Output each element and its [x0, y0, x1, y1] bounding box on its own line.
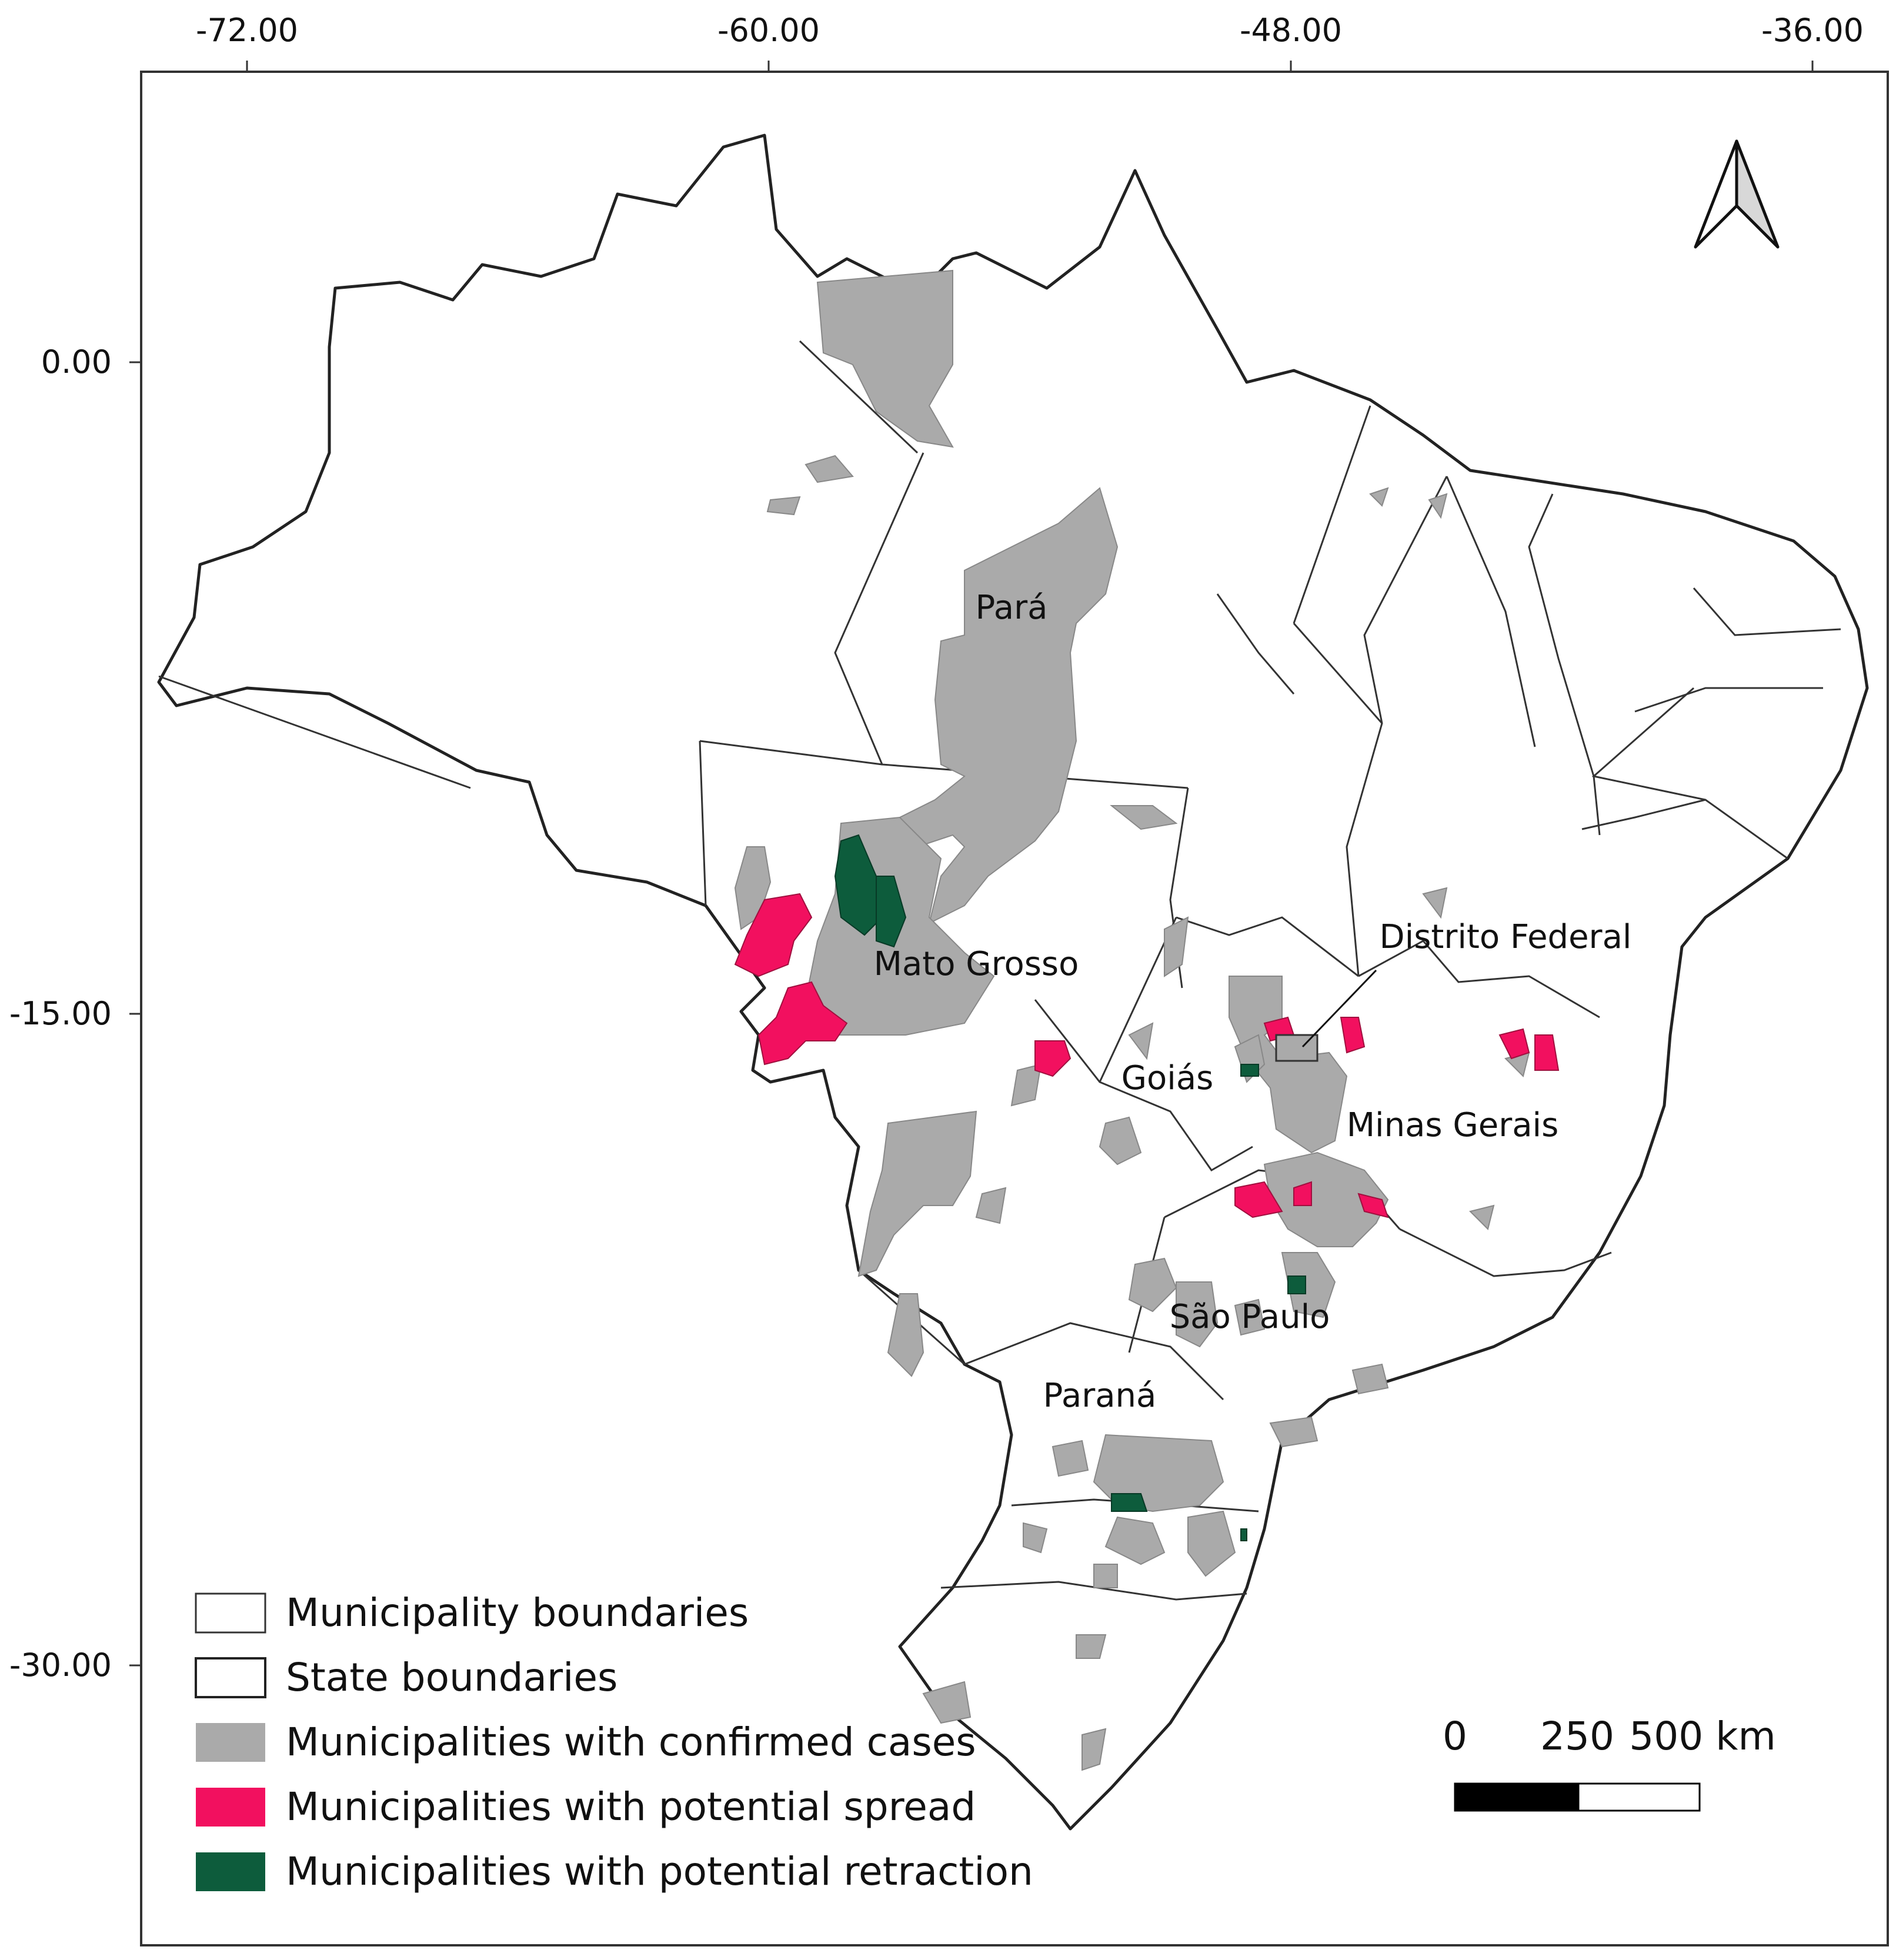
x-axis: [246, 61, 1814, 72]
legend-label: Municipality boundaries: [286, 1590, 749, 1635]
legend-label: Municipalities with potential spread: [286, 1784, 976, 1829]
y-tick-label: -30.00: [9, 1647, 112, 1684]
scale-bar-white: [1577, 1782, 1701, 1812]
x-tick-label: -36.00: [1761, 12, 1864, 49]
state-label-sao-paulo: São Paulo: [1170, 1298, 1330, 1336]
legend-swatch-municipality-boundaries: [195, 1592, 266, 1634]
state-label-distrito-federal: Distrito Federal: [1380, 918, 1632, 956]
brazil-outline: [157, 133, 1869, 1831]
state-label-goias: Goiás: [1121, 1059, 1214, 1097]
scale-bar: 0 250 500 km: [1443, 1714, 1776, 1812]
state-label-minas-gerais: Minas Gerais: [1347, 1106, 1559, 1144]
x-tick-label: -48.00: [1240, 12, 1342, 49]
y-tick-label: 0.00: [41, 343, 112, 380]
state-label-para: Pará: [976, 589, 1048, 627]
y-axis: [129, 361, 141, 1667]
scale-label-250: 250: [1540, 1714, 1614, 1759]
x-tick-label: -72.00: [196, 12, 298, 49]
state-boundaries: [158, 340, 1841, 1601]
legend-swatch-retraction: [196, 1852, 265, 1891]
y-tick-label: -15.00: [9, 995, 112, 1032]
legend-swatch-spread: [196, 1788, 265, 1827]
state-label-parana: Paraná: [1043, 1377, 1157, 1415]
scale-bar-black: [1454, 1782, 1580, 1812]
confirmed-cases-areas: [734, 269, 1530, 1771]
distrito-federal-leader: [1301, 969, 1377, 1048]
legend: Municipality boundaries State boundaries…: [195, 1590, 1033, 1894]
legend-label: Municipalities with potential retraction: [286, 1849, 1033, 1894]
legend-label: Municipalities with confirmed cases: [286, 1719, 976, 1765]
potential-retraction-areas: [834, 834, 1306, 1541]
x-tick-label: -60.00: [717, 12, 820, 49]
distrito-federal-box: [1275, 1034, 1318, 1062]
north-arrow-icon: [1694, 139, 1780, 249]
state-label-mato-grosso: Mato Grosso: [874, 945, 1079, 983]
legend-swatch-confirmed: [196, 1723, 265, 1762]
scale-label-0: 0: [1443, 1714, 1467, 1759]
potential-spread-areas: [734, 893, 1560, 1218]
scale-label-500: 500 km: [1629, 1714, 1775, 1759]
legend-label: State boundaries: [286, 1655, 617, 1700]
legend-swatch-state-boundaries: [195, 1657, 266, 1698]
